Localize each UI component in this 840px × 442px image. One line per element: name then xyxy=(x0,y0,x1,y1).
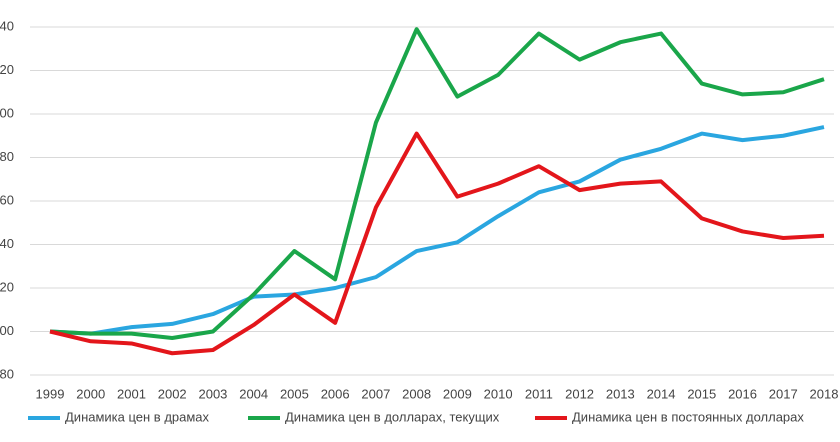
legend-label: Динамика цен в драмах xyxy=(65,409,210,424)
x-tick-label: 2011 xyxy=(525,386,553,401)
x-tick-label: 2016 xyxy=(728,386,757,401)
y-tick-label: 180 xyxy=(0,149,14,164)
x-tick-label: 2009 xyxy=(443,386,472,401)
x-tick-label: 2002 xyxy=(158,386,187,401)
legend-label: Динамика цен в постоянных долларах xyxy=(572,409,804,424)
x-tick-label: 2014 xyxy=(647,386,676,401)
y-tick-label: 140 xyxy=(0,236,14,251)
x-tick-label: 2001 xyxy=(117,386,146,401)
x-tick-label: 2007 xyxy=(361,386,390,401)
y-tick-label: 160 xyxy=(0,192,14,207)
y-tick-label: 100 xyxy=(0,323,14,338)
y-tick-label: 240 xyxy=(0,18,14,33)
x-tick-label: 2012 xyxy=(565,386,594,401)
x-tick-label: 2008 xyxy=(402,386,431,401)
y-tick-label: 120 xyxy=(0,279,14,294)
x-tick-label: 2017 xyxy=(769,386,798,401)
x-tick-label: 2000 xyxy=(76,386,105,401)
x-tick-label: 2005 xyxy=(280,386,309,401)
y-tick-label: 220 xyxy=(0,62,14,77)
x-tick-label: 2018 xyxy=(810,386,839,401)
legend-label: Динамика цен в долларах, текущих xyxy=(285,409,500,424)
y-tick-label: 200 xyxy=(0,105,14,120)
x-tick-label: 2015 xyxy=(687,386,716,401)
x-tick-label: 1999 xyxy=(36,386,65,401)
line-series xyxy=(49,131,825,356)
line-series xyxy=(49,27,825,341)
x-tick-label: 2004 xyxy=(239,386,268,401)
x-tick-label: 2006 xyxy=(321,386,350,401)
y-tick-label: 80 xyxy=(0,366,14,381)
x-tick-label: 2003 xyxy=(198,386,227,401)
x-tick-label: 2010 xyxy=(484,386,513,401)
line-series xyxy=(49,125,825,336)
x-tick-label: 2013 xyxy=(606,386,635,401)
